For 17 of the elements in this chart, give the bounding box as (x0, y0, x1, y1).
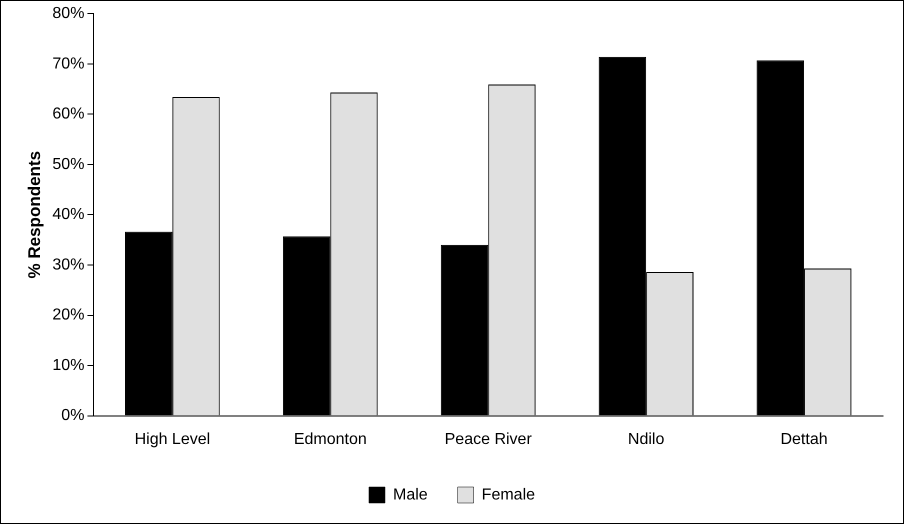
y-tick-label: 50% (52, 156, 84, 173)
legend-label: Male (392, 486, 428, 504)
x-tick-label: Peace River (444, 430, 532, 448)
x-tick-label: Dettah (780, 430, 828, 448)
y-tick-label: 80% (52, 5, 84, 22)
y-tick-label: 60% (52, 106, 84, 123)
legend-label: Female (482, 486, 536, 504)
y-tick-label: 70% (52, 55, 84, 72)
x-tick-label: Ndilo (628, 430, 664, 448)
x-tick-label: High Level (134, 430, 210, 448)
y-axis-title: % Respondents (24, 150, 44, 278)
y-tick-label: 40% (52, 206, 84, 224)
y-tick-label: 0% (61, 407, 84, 424)
y-tick-label: 30% (52, 256, 84, 274)
x-tick-label: Edmonton (294, 430, 367, 448)
y-tick-label: 20% (52, 306, 84, 324)
y-tick-label: 10% (52, 356, 84, 374)
